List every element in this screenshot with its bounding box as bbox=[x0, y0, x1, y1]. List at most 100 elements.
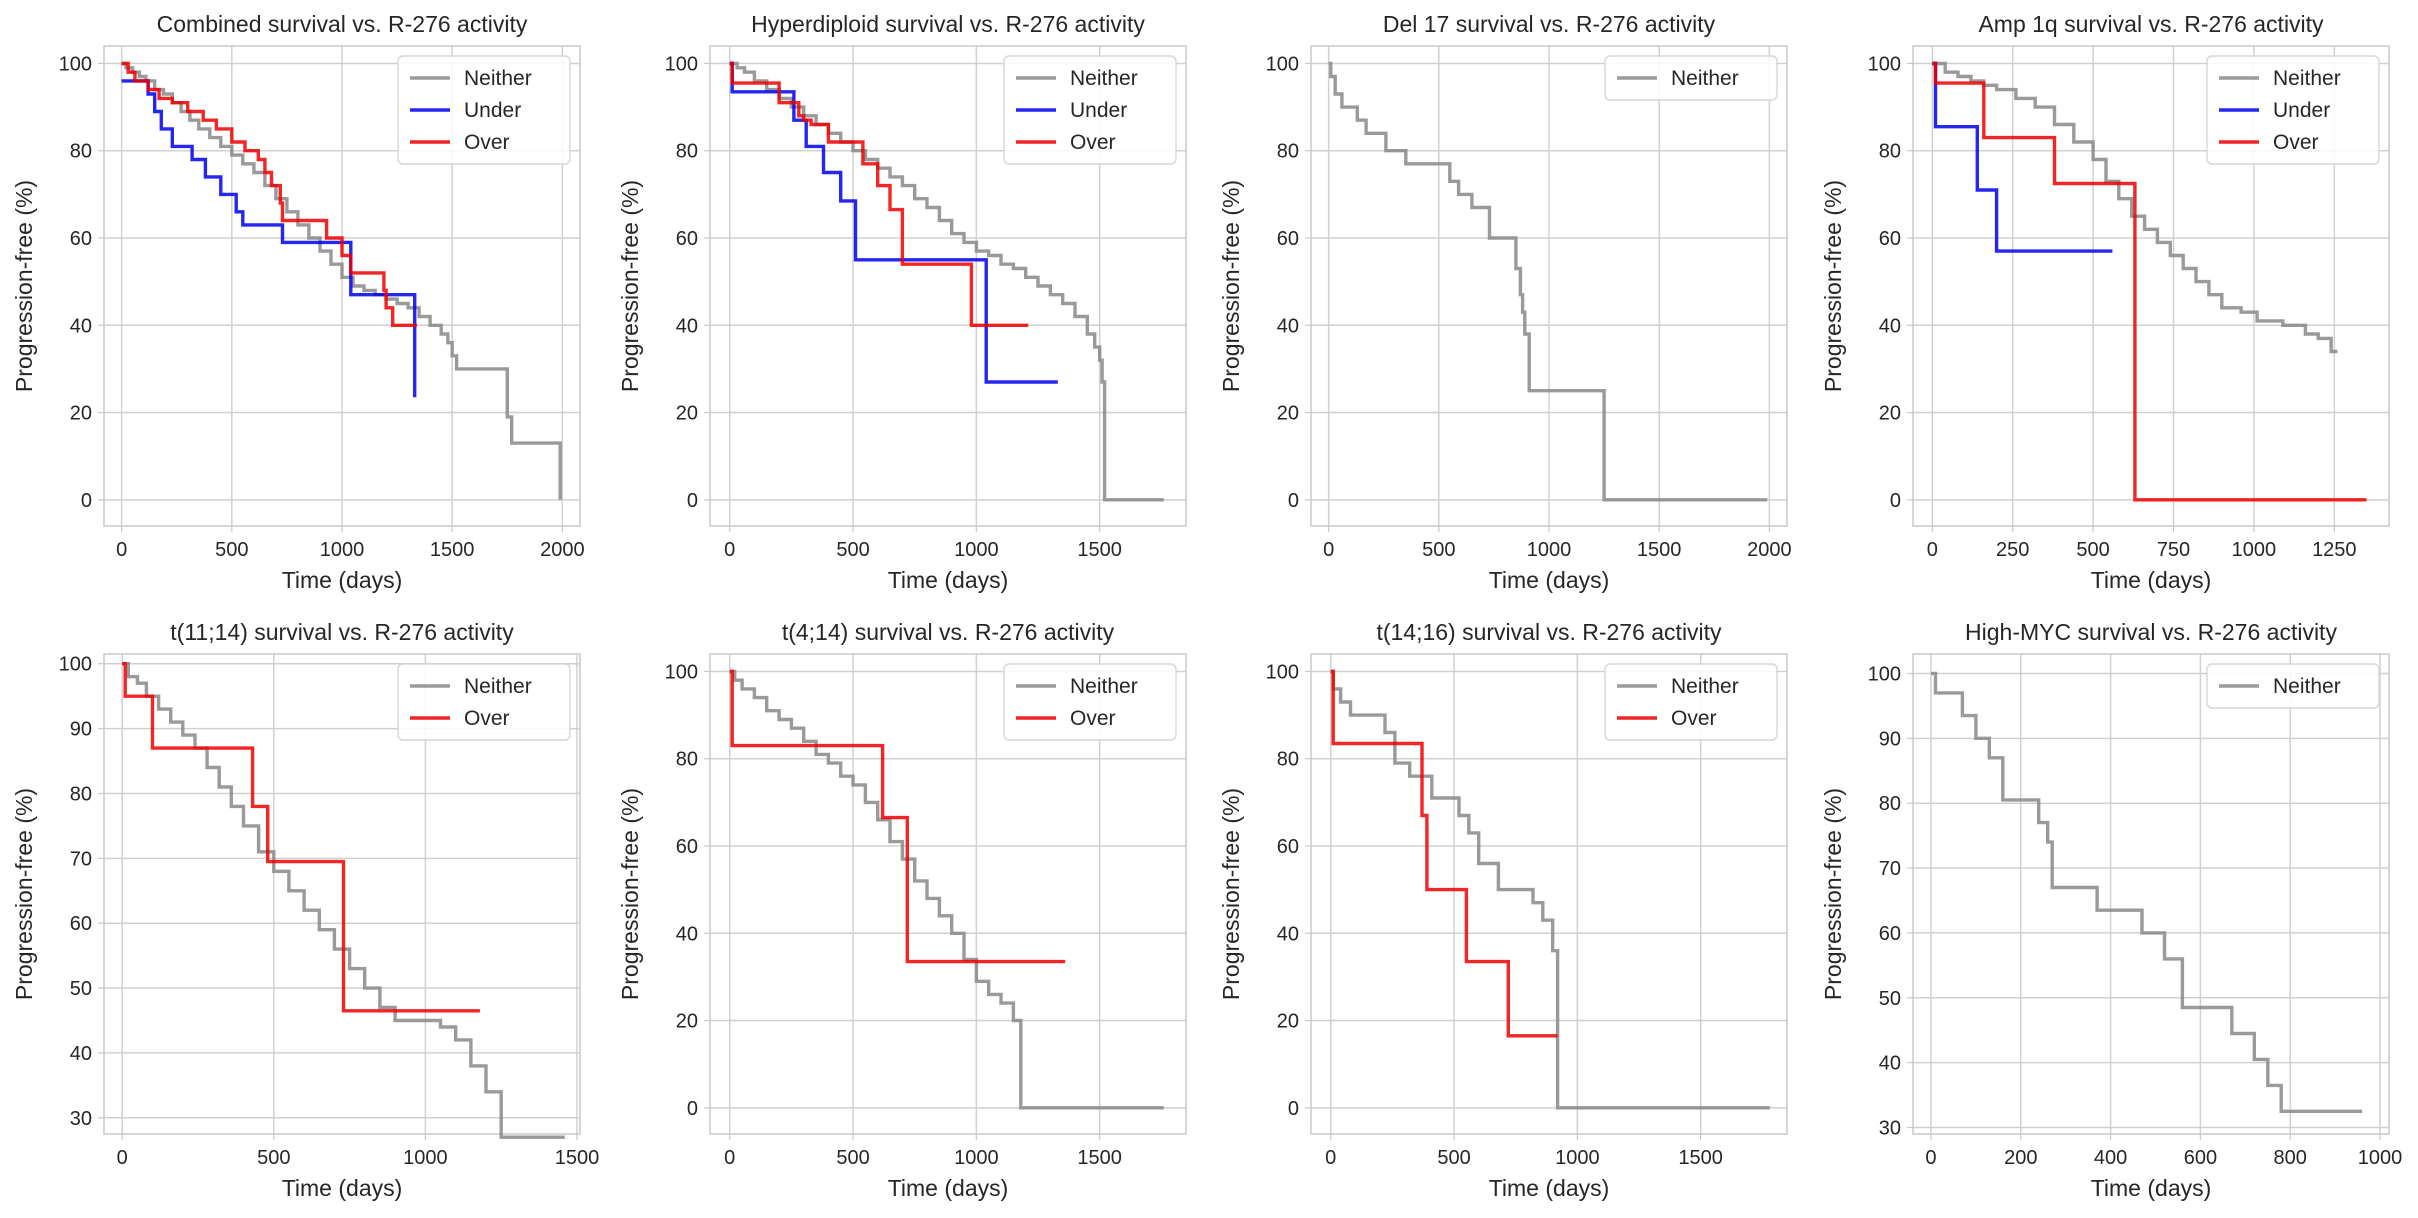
x-tick-label: 400 bbox=[2094, 1147, 2127, 1169]
x-tick-label: 2000 bbox=[1747, 539, 1792, 561]
y-axis-label: Progression-free (%) bbox=[617, 180, 643, 392]
legend-label: Neither bbox=[1671, 67, 1739, 90]
legend: Neither Over bbox=[1604, 663, 1778, 741]
y-tick-label: 100 bbox=[1868, 663, 1901, 685]
x-tick-label: 500 bbox=[1422, 539, 1455, 561]
legend-box bbox=[1003, 55, 1177, 165]
y-tick-label: 80 bbox=[70, 141, 92, 163]
series-line-over bbox=[729, 669, 1066, 964]
plot-frame bbox=[709, 653, 1187, 1135]
chart-title: t(4;14) survival vs. R-276 activity bbox=[782, 619, 1115, 645]
legend-box bbox=[1003, 663, 1177, 741]
legend-label: Under bbox=[2273, 99, 2330, 122]
series-line-over bbox=[121, 61, 417, 327]
y-tick-label: 80 bbox=[1277, 749, 1299, 771]
y-tick-label: 40 bbox=[1879, 1053, 1901, 1075]
series-line-neither bbox=[1932, 61, 2338, 354]
series-line-neither bbox=[1328, 61, 1768, 502]
x-tick-label: 1000 bbox=[2232, 539, 2277, 561]
legend-label: Over bbox=[464, 707, 510, 730]
series-line-under bbox=[1932, 61, 2113, 253]
plot-frame bbox=[1912, 45, 2390, 527]
y-axis-label: Progression-free (%) bbox=[1218, 180, 1244, 392]
series-line-neither bbox=[121, 61, 562, 500]
x-tick-label: 1250 bbox=[2312, 539, 2357, 561]
legend-label: Neither bbox=[1070, 67, 1138, 90]
legend-label: Over bbox=[2273, 131, 2319, 154]
y-tick-label: 0 bbox=[1288, 490, 1299, 512]
y-tick-label: 40 bbox=[1879, 315, 1901, 337]
x-tick-label: 0 bbox=[1925, 1147, 1936, 1169]
legend: Neither Under Over bbox=[2206, 55, 2380, 165]
legend-label: Neither bbox=[2273, 675, 2341, 698]
y-tick-label: 100 bbox=[1266, 53, 1299, 75]
y-tick-label: 40 bbox=[1277, 315, 1299, 337]
x-tick-label: 0 bbox=[116, 539, 127, 561]
x-tick-label: 1000 bbox=[320, 539, 365, 561]
x-tick-label: 250 bbox=[1996, 539, 2029, 561]
series-line-over bbox=[122, 662, 480, 1013]
legend-label: Over bbox=[1070, 707, 1116, 730]
y-tick-label: 60 bbox=[1277, 836, 1299, 858]
y-tick-label: 30 bbox=[1879, 1118, 1901, 1140]
chart-title: High-MYC survival vs. R-276 activity bbox=[1965, 619, 2337, 645]
x-tick-label: 1500 bbox=[1077, 1147, 1122, 1169]
legend: Neither Under Over bbox=[1003, 55, 1177, 165]
y-tick-label: 20 bbox=[70, 403, 92, 425]
y-axis-label: Progression-free (%) bbox=[1820, 180, 1846, 392]
y-tick-label: 80 bbox=[70, 783, 92, 805]
y-tick-label: 60 bbox=[1879, 228, 1901, 250]
x-axis-label: Time (days) bbox=[888, 1175, 1009, 1201]
series-line-over bbox=[1932, 61, 2367, 502]
y-tick-label: 0 bbox=[1288, 1098, 1299, 1120]
y-tick-label: 60 bbox=[70, 913, 92, 935]
y-tick-label: 100 bbox=[1266, 661, 1299, 683]
x-axis-label: Time (days) bbox=[1489, 1175, 1610, 1201]
y-tick-label: 0 bbox=[81, 490, 92, 512]
x-tick-label: 500 bbox=[836, 539, 869, 561]
legend-label: Neither bbox=[1070, 675, 1138, 698]
y-tick-label: 100 bbox=[665, 661, 698, 683]
y-tick-label: 40 bbox=[70, 315, 92, 337]
y-tick-label: 40 bbox=[676, 315, 698, 337]
series-line-over bbox=[1330, 669, 1558, 1038]
y-tick-label: 50 bbox=[70, 978, 92, 1000]
x-axis-label: Time (days) bbox=[1489, 567, 1610, 593]
y-tick-label: 80 bbox=[1277, 141, 1299, 163]
chart-title: Combined survival vs. R-276 activity bbox=[157, 11, 528, 37]
y-tick-label: 20 bbox=[1277, 1011, 1299, 1033]
y-tick-label: 70 bbox=[70, 848, 92, 870]
x-tick-label: 500 bbox=[2076, 539, 2109, 561]
y-tick-label: 50 bbox=[1879, 988, 1901, 1010]
legend-label: Over bbox=[1070, 131, 1116, 154]
y-tick-label: 80 bbox=[676, 141, 698, 163]
chart-title: Hyperdiploid survival vs. R-276 activity bbox=[751, 11, 1145, 37]
x-tick-label: 1500 bbox=[1077, 539, 1122, 561]
x-tick-label: 0 bbox=[1325, 1147, 1336, 1169]
chart-title: Del 17 survival vs. R-276 activity bbox=[1383, 11, 1716, 37]
y-tick-label: 70 bbox=[1879, 858, 1901, 880]
legend-box bbox=[2206, 55, 2380, 165]
x-tick-label: 500 bbox=[215, 539, 248, 561]
y-tick-label: 40 bbox=[676, 923, 698, 945]
legend-label: Over bbox=[464, 131, 510, 154]
legend-label: Under bbox=[464, 99, 521, 122]
series-line-under bbox=[729, 61, 1058, 384]
chart-title: t(14;16) survival vs. R-276 activity bbox=[1376, 619, 1722, 645]
x-axis-label: Time (days) bbox=[2091, 1175, 2212, 1201]
x-tick-label: 750 bbox=[2157, 539, 2190, 561]
legend: Neither Under Over bbox=[397, 55, 571, 165]
plot-frame bbox=[709, 45, 1187, 527]
y-tick-label: 60 bbox=[1879, 923, 1901, 945]
legend-box bbox=[397, 663, 571, 741]
y-tick-label: 60 bbox=[70, 228, 92, 250]
legend-box bbox=[1604, 663, 1778, 741]
legend-label: Neither bbox=[464, 67, 532, 90]
y-tick-label: 100 bbox=[59, 654, 92, 676]
y-tick-label: 60 bbox=[676, 836, 698, 858]
legend-label: Under bbox=[1070, 99, 1127, 122]
x-tick-label: 500 bbox=[257, 1147, 290, 1169]
